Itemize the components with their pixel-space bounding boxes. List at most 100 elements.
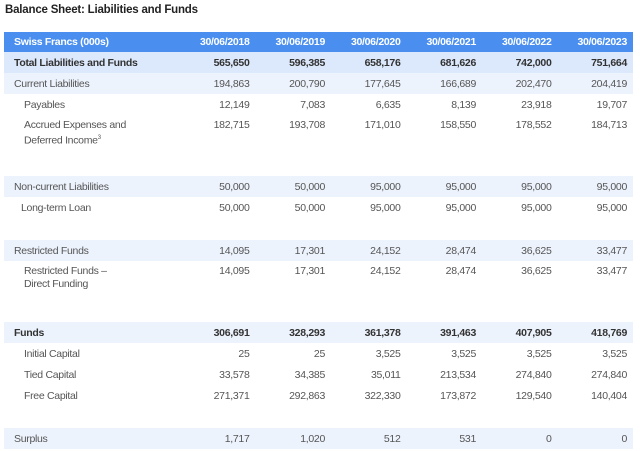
cell-value: 1,020 bbox=[255, 428, 331, 449]
table-row: Restricted Funds – Direct Funding 14,095 17… bbox=[4, 261, 633, 300]
cell-value: 3,525 bbox=[375, 347, 401, 360]
footnote-marker: 3 bbox=[97, 135, 101, 141]
cell-value: 0 bbox=[482, 428, 558, 449]
cell-value: 1,717 bbox=[180, 428, 256, 449]
cell-value: 182,715 bbox=[213, 119, 250, 131]
spacer-row bbox=[4, 300, 633, 322]
cell-value: 6,635 bbox=[375, 98, 401, 111]
cell-value: 35,011 bbox=[370, 368, 401, 381]
column-header-date: 30/06/2021 bbox=[406, 32, 482, 52]
cell-value: 274,840 bbox=[591, 368, 627, 381]
table-row: Payables 12,149 7,083 6,635 8,139 23,918 19,70… bbox=[4, 94, 633, 115]
cell-value: 274,840 bbox=[515, 368, 552, 381]
cell-value: 33,477 bbox=[596, 265, 628, 277]
column-header-date: 30/06/2019 bbox=[255, 32, 331, 52]
cell-value: 322,330 bbox=[364, 389, 401, 402]
cell-value: 271,371 bbox=[213, 389, 250, 402]
row-label: Surplus bbox=[4, 428, 180, 449]
cell-value: 193,708 bbox=[289, 119, 325, 131]
cell-value: 50,000 bbox=[180, 176, 256, 197]
cell-value: 95,000 bbox=[482, 176, 558, 197]
cell-value: 95,000 bbox=[521, 201, 552, 214]
cell-value: 658,176 bbox=[331, 52, 407, 73]
cell-value: 95,000 bbox=[370, 201, 401, 214]
cell-value: 36,625 bbox=[521, 265, 552, 277]
cell-value: 751,664 bbox=[557, 52, 633, 73]
cell-value: 194,863 bbox=[180, 73, 256, 94]
cell-value: 33,578 bbox=[219, 368, 250, 381]
cell-value: 14,095 bbox=[180, 240, 256, 261]
cell-value: 213,534 bbox=[440, 368, 476, 381]
table-row: Non-current Liabilities 50,000 50,000 95,00… bbox=[4, 176, 633, 197]
cell-value: 24,152 bbox=[370, 265, 401, 277]
cell-value: 17,301 bbox=[294, 265, 326, 277]
cell-value: 95,000 bbox=[557, 176, 633, 197]
row-label: Funds bbox=[4, 322, 180, 343]
cell-value: 95,000 bbox=[445, 201, 477, 214]
cell-value: 24,152 bbox=[331, 240, 407, 261]
cell-value: 3,525 bbox=[602, 347, 627, 360]
row-label: Restricted Funds – Direct Funding bbox=[24, 265, 107, 290]
cell-value: 34,385 bbox=[294, 368, 326, 381]
row-label: Total Liabilities and Funds bbox=[4, 52, 180, 73]
table-row: Long-term Loan 50,000 50,000 95,000 95,000 95… bbox=[4, 197, 633, 218]
cell-value: 158,550 bbox=[440, 119, 476, 131]
table-row: Current Liabilities 194,863 200,790 177,645… bbox=[4, 73, 633, 94]
column-header-currency: Swiss Francs (000s) bbox=[4, 32, 180, 52]
cell-value: 178,552 bbox=[515, 119, 552, 131]
cell-value: 328,293 bbox=[255, 322, 331, 343]
row-label: Accrued Expenses and Deferred Income3 bbox=[24, 119, 126, 147]
table-row: Total Liabilities and Funds 565,650 596,38… bbox=[4, 52, 633, 73]
cell-value: 8,139 bbox=[451, 98, 476, 111]
cell-value: 361,378 bbox=[331, 322, 407, 343]
table-row: Free Capital 271,371 292,863 322,330 173,872… bbox=[4, 385, 633, 406]
cell-value: 12,149 bbox=[219, 98, 250, 111]
column-header-date: 30/06/2022 bbox=[482, 32, 558, 52]
cell-value: 50,000 bbox=[294, 201, 326, 214]
cell-value: 742,000 bbox=[482, 52, 558, 73]
row-label: Current Liabilities bbox=[4, 73, 180, 94]
cell-value: 418,769 bbox=[557, 322, 633, 343]
cell-value: 184,713 bbox=[591, 119, 627, 131]
cell-value: 140,404 bbox=[591, 389, 627, 402]
column-header-date: 30/06/2023 bbox=[557, 32, 633, 52]
cell-value: 391,463 bbox=[406, 322, 482, 343]
cell-value: 531 bbox=[406, 428, 482, 449]
cell-value: 204,419 bbox=[557, 73, 633, 94]
cell-value: 166,689 bbox=[406, 73, 482, 94]
cell-value: 25 bbox=[238, 347, 250, 360]
cell-value: 407,905 bbox=[482, 322, 558, 343]
cell-value: 3,525 bbox=[451, 347, 476, 360]
row-label: Restricted Funds bbox=[4, 240, 180, 261]
cell-value: 95,000 bbox=[406, 176, 482, 197]
row-label: Payables bbox=[24, 98, 65, 111]
cell-value: 512 bbox=[331, 428, 407, 449]
cell-value: 95,000 bbox=[596, 201, 628, 214]
cell-value: 33,477 bbox=[557, 240, 633, 261]
cell-value: 17,301 bbox=[255, 240, 331, 261]
cell-value: 28,474 bbox=[406, 240, 482, 261]
balance-sheet-table: Swiss Francs (000s) 30/06/2018 30/06/2019 3… bbox=[4, 32, 633, 449]
cell-value: 25 bbox=[313, 347, 325, 360]
column-header-date: 30/06/2018 bbox=[180, 32, 256, 52]
table-header: Swiss Francs (000s) 30/06/2018 30/06/2019 3… bbox=[4, 32, 633, 52]
cell-value: 0 bbox=[557, 428, 633, 449]
table-row: Accrued Expenses and Deferred Income3 182,… bbox=[4, 115, 633, 154]
row-label: Long-term Loan bbox=[21, 201, 91, 214]
column-header-date: 30/06/2020 bbox=[331, 32, 407, 52]
cell-value: 23,918 bbox=[521, 98, 552, 111]
row-label: Non-current Liabilities bbox=[4, 176, 180, 197]
cell-value: 200,790 bbox=[255, 73, 331, 94]
table-row: Initial Capital 25 25 3,525 3,525 3,525 3,525 bbox=[4, 343, 633, 364]
cell-value: 177,645 bbox=[331, 73, 407, 94]
row-label: Initial Capital bbox=[24, 347, 80, 360]
cell-value: 36,625 bbox=[482, 240, 558, 261]
cell-value: 28,474 bbox=[445, 265, 477, 277]
cell-value: 129,540 bbox=[515, 389, 552, 402]
cell-value: 95,000 bbox=[331, 176, 407, 197]
row-label: Tied Capital bbox=[24, 368, 77, 381]
spacer-row bbox=[4, 154, 633, 176]
cell-value: 14,095 bbox=[219, 265, 250, 277]
cell-value: 681,626 bbox=[406, 52, 482, 73]
table-row: Surplus 1,717 1,020 512 531 0 0 bbox=[4, 428, 633, 449]
